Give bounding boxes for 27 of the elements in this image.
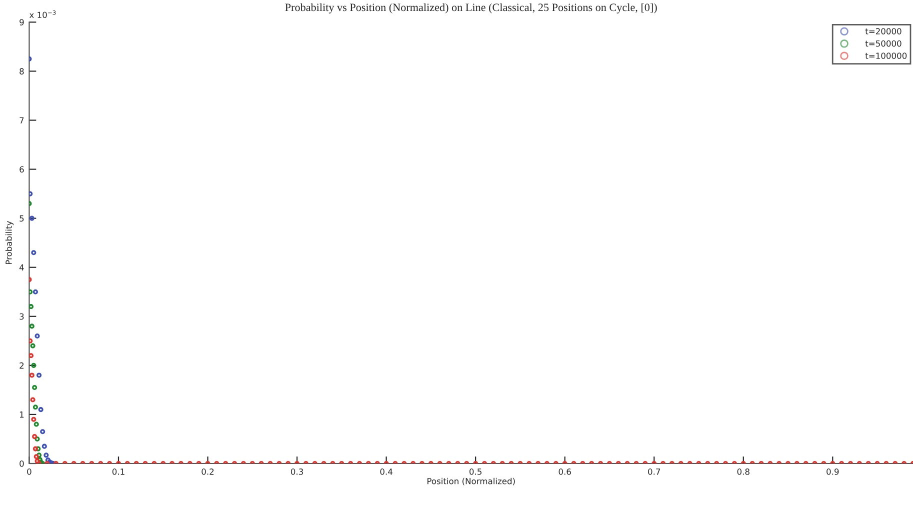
y-tick-label: 6 — [20, 166, 24, 173]
y-tick-label: 0 — [20, 460, 24, 467]
y-tick-label: 5 — [20, 215, 24, 222]
x-tick-label: 0 — [27, 468, 32, 475]
y-tick-label: 2 — [20, 362, 24, 369]
y-tick-label: 3 — [20, 313, 24, 320]
x-tick-label: 0.5 — [469, 468, 482, 475]
legend-label: t=20000 — [865, 28, 902, 34]
y-tick-label: 1 — [20, 412, 24, 418]
legend-label: t=100000 — [865, 52, 907, 59]
y-axis-title: Probability — [5, 221, 14, 264]
x-tick-label: 0.3 — [290, 468, 303, 475]
x-tick-label: 0.7 — [648, 468, 660, 475]
x-tick-label: 0.9 — [826, 468, 839, 475]
x-tick-label: 0.2 — [202, 468, 214, 475]
y-tick-label: 8 — [20, 68, 24, 74]
x-tick-label: 0.4 — [380, 468, 392, 475]
y-tick-label: 7 — [20, 117, 24, 124]
chart-title: Probability vs Position (Normalized) on Line (Classical, 25 Positions on Cycle, [0]) — [285, 3, 657, 14]
y-tick-label: 9 — [20, 19, 24, 26]
x-axis-title: Position (Normalized) — [428, 478, 515, 486]
y-tick-label: 4 — [19, 264, 24, 271]
x-tick-label: 0.6 — [558, 468, 571, 475]
x-tick-label: 0.8 — [737, 468, 750, 475]
legend-label: t=50000 — [865, 40, 902, 47]
text: x 10$^{−3}$ — [29, 10, 56, 18]
x-tick-label: 0.1 — [112, 468, 124, 475]
